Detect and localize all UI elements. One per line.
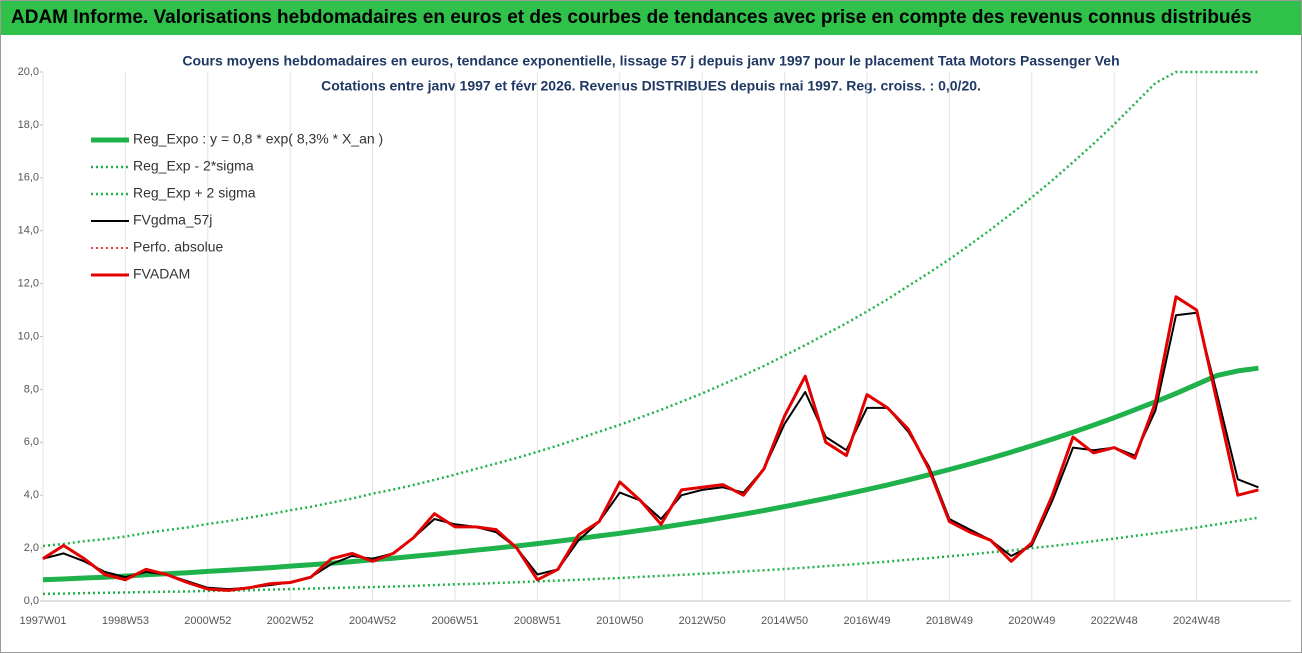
y-tick-label: 20,0 (18, 66, 39, 78)
series-line (42, 296, 1259, 592)
legend-label: FVgdma_57j (133, 212, 212, 228)
y-tick-label: 12,0 (18, 278, 39, 290)
chart: Cours moyens hebdomadaires en euros, ten… (18, 53, 1291, 627)
x-tick-label: 2016W49 (843, 615, 890, 627)
legend-label: Reg_Exp + 2 sigma (133, 185, 256, 201)
legend-label: Reg_Exp - 2*sigma (133, 158, 254, 174)
x-tick-label: 1998W53 (102, 615, 149, 627)
series-line (42, 295, 1259, 592)
y-tick-label: 16,0 (18, 172, 39, 184)
series-line (42, 70, 1259, 548)
legend-label: Reg_Expo : y = 0,8 * exp( 8,3% * X_an ) (133, 131, 383, 147)
y-tick-label: 8,0 (24, 383, 39, 395)
x-tick-label: 2022W48 (1091, 615, 1138, 627)
banner: ADAM Informe. Valorisations hebdomadaire… (1, 1, 1301, 35)
x-tick-label: 2014W50 (761, 615, 808, 627)
x-tick-label: 1997W01 (19, 615, 66, 627)
x-tick-label: 2002W52 (267, 615, 314, 627)
series-line (42, 311, 1259, 591)
chart-subtitle: Cotations entre janv 1997 et févr 2026. … (321, 78, 981, 94)
y-tick-label: 0,0 (24, 595, 39, 607)
chart-title: Cours moyens hebdomadaires en euros, ten… (182, 53, 1119, 69)
x-tick-label: 2004W52 (349, 615, 396, 627)
x-tick-label: 2012W50 (679, 615, 726, 627)
x-tick-label: 2020W49 (1008, 615, 1055, 627)
y-tick-label: 6,0 (24, 436, 39, 448)
y-tick-label: 10,0 (18, 330, 39, 342)
x-tick-label: 2018W49 (926, 615, 973, 627)
y-tick-label: 18,0 (18, 119, 39, 131)
legend-label: Perfo. absolue (133, 239, 223, 255)
x-tick-label: 2000W52 (184, 615, 231, 627)
x-tick-label: 2024W48 (1173, 615, 1220, 627)
x-tick-label: 2010W50 (596, 615, 643, 627)
legend-label: FVADAM (133, 266, 190, 282)
x-tick-label: 2006W51 (431, 615, 478, 627)
y-tick-label: 14,0 (18, 225, 39, 237)
y-tick-label: 2,0 (24, 542, 39, 554)
x-tick-label: 2008W51 (514, 615, 561, 627)
series-line (42, 365, 1259, 583)
y-tick-label: 4,0 (24, 489, 39, 501)
